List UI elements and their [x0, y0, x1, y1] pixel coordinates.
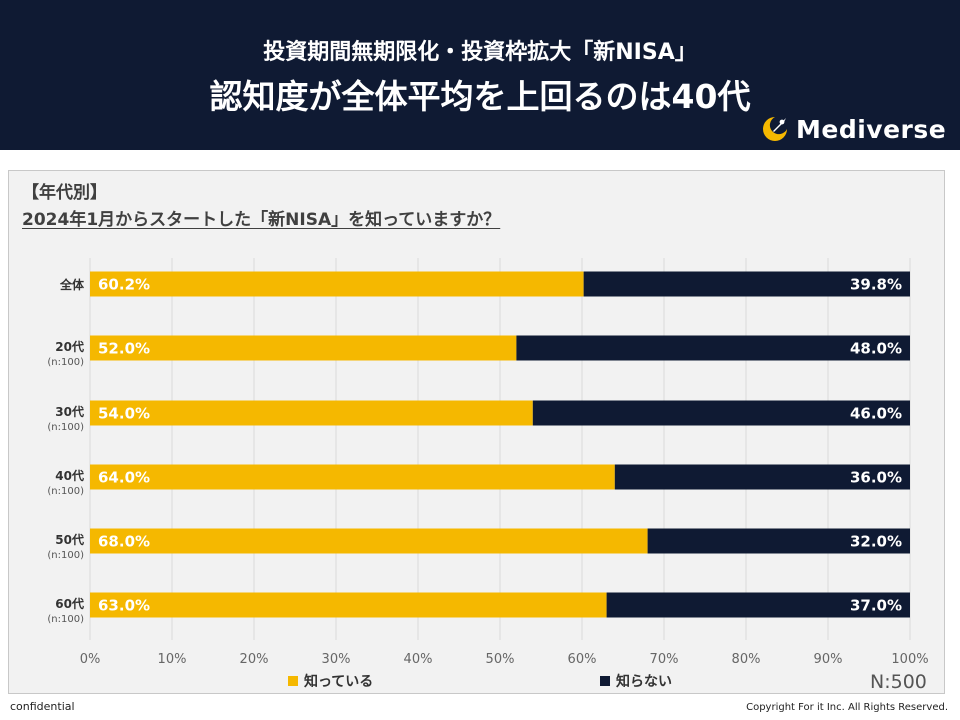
data-label: 52.0%	[98, 340, 150, 358]
copyright: Copyright For it Inc. All Rights Reserve…	[746, 702, 948, 713]
title-line-1: 投資期間無期限化・投資枠拡大「新NISA」	[263, 40, 697, 65]
x-tick-label: 50%	[486, 652, 515, 667]
data-label: 37.0%	[850, 597, 902, 615]
data-label: 32.0%	[850, 533, 902, 551]
x-tick-label: 70%	[650, 652, 679, 667]
confidential-note: confidential	[10, 700, 75, 713]
x-tick-label: 30%	[322, 652, 351, 667]
x-tick-label: 0%	[80, 652, 101, 667]
category-label: 60代	[55, 597, 84, 611]
data-label: 36.0%	[850, 469, 902, 487]
bar-unknown	[532, 400, 910, 426]
mediverse-logo: Mediverse	[760, 112, 946, 146]
bar-known	[90, 528, 648, 554]
data-label: 68.0%	[98, 533, 150, 551]
bar-known	[90, 271, 584, 297]
data-label: 46.0%	[850, 405, 902, 423]
category-label: 50代	[55, 533, 84, 547]
category-sample-size: (n:100)	[47, 422, 84, 433]
x-tick-label: 20%	[240, 652, 269, 667]
bar-known	[90, 592, 607, 618]
category-sample-size: (n:100)	[47, 550, 84, 561]
x-tick-label: 10%	[158, 652, 187, 667]
title-line-2: 認知度が全体平均を上回るのは40代	[209, 77, 751, 116]
data-label: 54.0%	[98, 405, 150, 423]
legend-known-label: 知っている	[304, 674, 374, 690]
category-sample-size: (n:100)	[47, 486, 84, 497]
bar-unknown	[516, 335, 910, 361]
x-tick-label: 90%	[814, 652, 843, 667]
category-sample-size: (n:100)	[47, 357, 84, 368]
data-label: 39.8%	[850, 276, 902, 294]
bar-known	[90, 400, 533, 426]
bar-unknown	[647, 528, 910, 554]
bar-unknown	[583, 271, 910, 297]
question-tag: 【年代別】	[22, 183, 107, 203]
category-label: 30代	[55, 405, 84, 419]
category-label: 20代	[55, 340, 84, 354]
legend-unknown-swatch	[600, 676, 610, 686]
bar-known	[90, 464, 615, 490]
rocket-moon-icon	[763, 117, 787, 141]
legend-unknown: 知らない	[600, 671, 672, 691]
bar-unknown	[614, 464, 910, 490]
logo-text: Mediverse	[796, 114, 947, 144]
legend-unknown-label: 知らない	[616, 674, 672, 690]
category-label: 40代	[55, 469, 84, 483]
category-label: 全体	[59, 278, 84, 292]
bar-unknown	[606, 592, 910, 618]
x-tick-label: 60%	[568, 652, 597, 667]
header-banner: 投資期間無期限化・投資枠拡大「新NISA」 認知度が全体平均を上回るのは40代 …	[0, 0, 960, 150]
data-label: 60.2%	[98, 276, 150, 294]
data-label: 63.0%	[98, 597, 150, 615]
data-label: 48.0%	[850, 340, 902, 358]
x-tick-label: 80%	[732, 652, 761, 667]
x-tick-label: 40%	[404, 652, 433, 667]
x-tick-label: 100%	[891, 652, 928, 667]
data-label: 64.0%	[98, 469, 150, 487]
bar-known	[90, 335, 517, 361]
legend-known: 知っている	[288, 671, 373, 691]
legend-known-swatch	[288, 676, 298, 686]
question-text: 2024年1月からスタートした「新NISA」を知っていますか？	[22, 210, 501, 230]
category-sample-size: (n:100)	[47, 614, 84, 625]
sample-size: N:500	[870, 671, 927, 693]
